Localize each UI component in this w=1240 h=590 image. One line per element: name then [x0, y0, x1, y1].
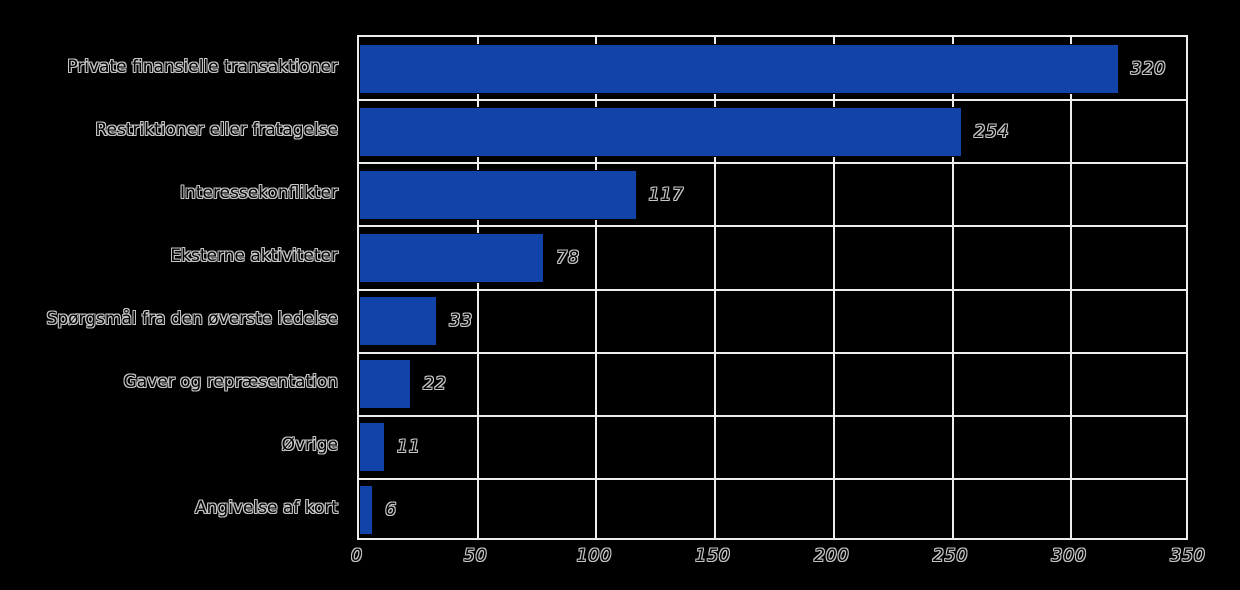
v-gridline [832, 37, 835, 538]
x-tick-label: 300 [1051, 546, 1088, 566]
h-gridline [359, 162, 1186, 165]
h-gridline [359, 288, 1186, 291]
bar-value-label: 254 [974, 121, 1010, 142]
plot-area: 320 254 117 78 33 22 11 6 [357, 35, 1188, 540]
category-label: Interessekonflikter [180, 182, 338, 203]
bar-value-label: 320 [1130, 58, 1167, 79]
bar [359, 296, 438, 347]
x-tick-label: 100 [576, 546, 613, 566]
x-tick-label: 50 [463, 546, 488, 566]
x-tick-label: 200 [814, 546, 850, 566]
category-label: Private finansielle transaktioner [67, 56, 338, 77]
bar [359, 106, 963, 157]
bar [359, 485, 374, 536]
bar [359, 232, 545, 283]
bar-value-label: 11 [397, 437, 421, 458]
h-gridline [359, 414, 1186, 417]
y-axis-labels: Private finansielle transaktioner Restrik… [0, 35, 348, 540]
x-tick-label: 350 [1170, 546, 1206, 566]
bar [359, 43, 1119, 94]
v-gridline [476, 37, 479, 538]
bar-value-label: 33 [449, 311, 473, 332]
v-gridline [714, 37, 717, 538]
bar-value-label: 117 [648, 184, 685, 205]
bar [359, 169, 637, 220]
x-tick-label: 250 [932, 546, 969, 566]
v-gridline [1070, 37, 1073, 538]
h-gridline [359, 99, 1186, 102]
category-label: Gaver og repræsentation [123, 372, 338, 393]
category-label: Øvrige [281, 435, 338, 456]
bar-value-label: 22 [423, 374, 447, 395]
bar [359, 422, 386, 473]
h-gridline [359, 225, 1186, 228]
bar-value-label: 78 [556, 247, 580, 268]
h-gridline [359, 351, 1186, 354]
x-axis-tick-labels: 0 50 100 150 200 250 300 350 [351, 546, 1205, 576]
x-tick-label: 0 [351, 546, 363, 566]
category-label: Restriktioner eller fratagelse [95, 119, 338, 140]
v-gridline [951, 37, 954, 538]
v-gridline [595, 37, 598, 538]
bar [359, 359, 412, 410]
x-tick-label: 150 [695, 546, 731, 566]
category-label: Eksterne aktiviteter [170, 245, 338, 266]
category-label: Spørgsmål fra den øverste ledelse [46, 309, 338, 330]
category-label: Angivelse af kort [195, 498, 338, 519]
h-gridline [359, 477, 1186, 480]
bar-value-label: 6 [385, 500, 398, 521]
